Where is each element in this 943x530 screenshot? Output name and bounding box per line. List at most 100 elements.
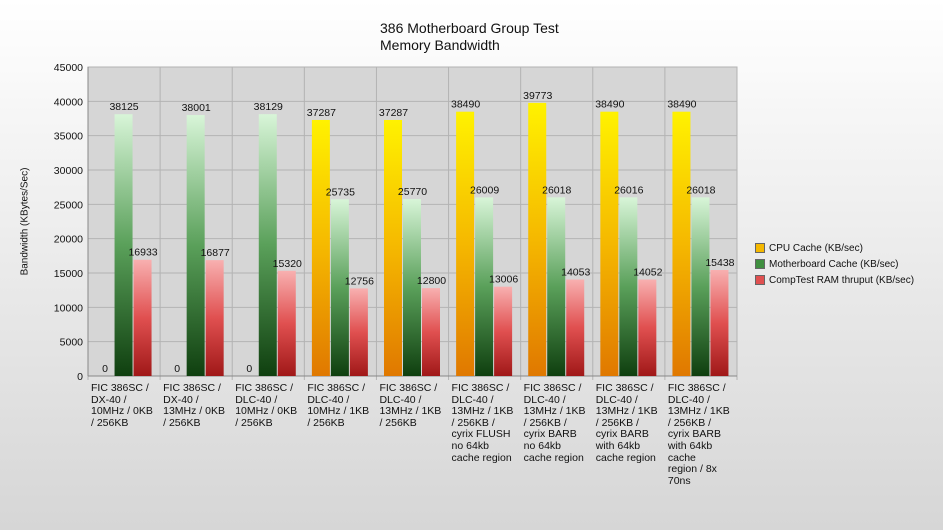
data-label: 26016 [614, 184, 643, 196]
data-label: 26018 [686, 184, 715, 196]
bar-motherboard-cache [403, 199, 421, 376]
bar-motherboard-cache [619, 197, 638, 376]
data-label: 14052 [633, 267, 662, 279]
data-label: 38490 [667, 99, 696, 111]
data-label: 13006 [489, 274, 518, 286]
data-label: 15438 [705, 257, 734, 269]
y-tick-label: 30000 [54, 165, 83, 177]
x-tick-label: FIC 386SC / DX-40 /10MHz / 0KB/ 256KB [91, 382, 165, 429]
bar-cpu-cache [311, 119, 330, 377]
x-tick-label-line: DLC-40 / [451, 393, 494, 406]
x-tick-label-line: cyrix FLUSH [451, 428, 511, 441]
x-tick-label: FIC 386SC / DX-40 /13MHz / 0KB/ 256KB [163, 382, 237, 429]
y-tick-label: 35000 [54, 131, 83, 143]
bar-comptest-ram [133, 259, 152, 376]
data-label: 25735 [326, 186, 355, 198]
legend: CPU Cache (KB/sec) Motherboard Cache (KB… [755, 240, 914, 288]
bar-motherboard-cache [258, 114, 277, 376]
data-label: 0 [174, 363, 180, 375]
bar-motherboard-cache [330, 199, 349, 376]
x-tick-label-line: no 64kb [451, 439, 489, 452]
legend-swatch [755, 259, 765, 269]
data-label: 0 [102, 363, 108, 375]
x-tick-label-line: / 256KB / [523, 416, 567, 429]
y-tick-label: 20000 [54, 234, 83, 246]
x-tick-label-line: / 256KB [379, 416, 417, 429]
x-tick-label-line: FIC 386SC / [163, 382, 221, 394]
x-tick-label-line: FIC 386SC / [523, 382, 582, 394]
bar-cpu-cache [528, 102, 547, 377]
data-label: 26018 [542, 184, 571, 196]
x-tick-label-line: 10MHz / 0KB [235, 405, 298, 418]
bar-comptest-ram [422, 288, 440, 376]
x-tick-label-line: cache region [523, 451, 584, 464]
data-label: 38125 [109, 101, 138, 113]
x-tick-label-line: 70ns [667, 474, 691, 487]
bar-comptest-ram [566, 279, 585, 376]
y-tick-label: 25000 [54, 199, 83, 211]
bar-motherboard-cache [186, 115, 205, 376]
legend-label: CompTest RAM thruput (KB/sec) [769, 274, 915, 286]
data-label: 12800 [417, 275, 446, 287]
data-label: 39773 [523, 90, 552, 102]
data-label: 38129 [254, 101, 283, 113]
y-tick-label: 45000 [54, 62, 83, 74]
x-tick-label: FIC 386SC / DLC-40 /10MHz / 0KB/ 256KB [235, 382, 309, 429]
bar-motherboard-cache [475, 197, 494, 376]
data-label: 15320 [273, 258, 302, 270]
x-tick-label-line: with 64kb [667, 439, 713, 452]
x-tick-label-line: 13MHz / 0KB [163, 405, 225, 418]
legend-item-comptest-ram: CompTest RAM thruput (KB/sec) [755, 272, 914, 288]
y-tick-label: 0 [77, 371, 83, 383]
x-tick-label-line: cyrix BARB [523, 428, 577, 441]
x-tick-label-line: DX-40 / [163, 393, 199, 406]
legend-swatch [755, 243, 765, 253]
x-tick-label-line: / 256KB [235, 416, 273, 429]
x-tick-label-line: / 256KB [91, 416, 129, 429]
bar-comptest-ram [277, 270, 296, 376]
x-tick-label-line: cyrix BARB [595, 428, 649, 441]
chart-subtitle: Memory Bandwidth [380, 37, 500, 53]
x-tick-label-line: / 256KB [307, 416, 345, 429]
x-tick-label: FIC 386SC / DLC-40 /13MHz / 1KB/ 256KB / c… [667, 382, 742, 487]
bar-comptest-ram [494, 286, 513, 376]
x-tick-label-line: 10MHz / 1KB [307, 405, 370, 418]
x-tick-label-line: DX-40 / [91, 393, 127, 406]
bar-cpu-cache [456, 111, 475, 377]
bar-comptest-ram [638, 279, 657, 376]
data-label: 16877 [201, 247, 230, 259]
x-tick-label-line: / 256KB / [451, 416, 495, 429]
x-tick-label-line: DLC-40 / [523, 393, 566, 406]
x-tick-label-line: 10MHz / 0KB [91, 405, 153, 418]
x-tick-label-line: cache region [595, 451, 656, 464]
data-label: 12756 [345, 275, 374, 287]
x-tick-label: FIC 386SC / DLC-40 /13MHz / 1KB/ 256KB / c… [451, 382, 526, 464]
x-tick-label-line: cache [667, 451, 696, 464]
x-tick-label-line: FIC 386SC / [667, 382, 726, 394]
x-tick-label-line: FIC 386SC / [91, 382, 149, 394]
x-tick-label-line: DLC-40 / [235, 393, 278, 406]
y-tick-label: 10000 [54, 302, 83, 314]
y-tick-label: 40000 [54, 96, 83, 108]
data-label: 38490 [451, 99, 480, 111]
data-label: 38490 [595, 99, 624, 111]
data-label: 14053 [561, 267, 590, 279]
x-tick-label-line: FIC 386SC / [451, 382, 510, 394]
x-tick-label-line: 13MHz / 1KB [451, 405, 514, 418]
legend-item-motherboard-cache: Motherboard Cache (KB/sec) [755, 256, 914, 272]
x-tick-label-line: DLC-40 / [667, 393, 710, 406]
bar-motherboard-cache [547, 197, 566, 376]
y-tick-label: 15000 [54, 268, 83, 280]
x-tick-label-line: with 64kb [595, 439, 641, 452]
data-label: 37287 [379, 107, 408, 119]
x-tick-label-line: 13MHz / 1KB [379, 405, 442, 418]
x-tick-label-line: cache region [451, 451, 512, 464]
y-tick-label: 5000 [60, 337, 84, 349]
bar-comptest-ram [349, 288, 368, 376]
x-tick-label: FIC 386SC / DLC-40 /13MHz / 1KB/ 256KB / c… [595, 382, 670, 464]
x-tick-label-line: / 256KB / [667, 416, 712, 429]
x-tick-label: FIC 386SC / DLC-40 /10MHz / 1KB/ 256KB [307, 382, 381, 429]
x-tick-label-line: FIC 386SC / [307, 382, 366, 394]
x-tick-label-line: region / 8x [667, 463, 717, 476]
